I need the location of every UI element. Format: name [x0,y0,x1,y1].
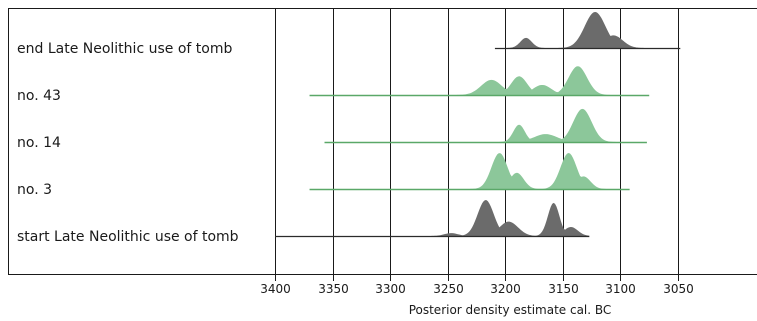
tick-label-3300: 3300 [375,282,406,296]
tick-label-3050: 3050 [663,282,694,296]
x-axis-title: Posterior density estimate cal. BC [409,303,612,317]
tick-label-3250: 3250 [433,282,464,296]
row-labels: end Late Neolithic use of tomb no. 43 no. … [17,41,239,245]
row-label: no. 3 [17,182,52,198]
density-area [324,108,647,142]
tick-label-3150: 3150 [548,282,579,296]
density-area [275,200,590,236]
gridlines [275,8,679,281]
row-label: end Late Neolithic use of tomb [17,41,232,57]
row-label: start Late Neolithic use of tomb [17,229,239,245]
row-label: no. 43 [17,88,61,104]
tick-label-3100: 3100 [605,282,636,296]
density-area [309,153,630,189]
row-label: no. 14 [17,135,61,151]
x-axis-ticks: 3400 3350 3300 3250 3200 3150 3100 3050 [260,282,694,296]
tick-label-3200: 3200 [490,282,521,296]
tick-label-3350: 3350 [318,282,349,296]
tick-label-3400: 3400 [260,282,291,296]
density-area [494,12,681,48]
density-areas [275,12,681,238]
density-area [309,66,650,95]
